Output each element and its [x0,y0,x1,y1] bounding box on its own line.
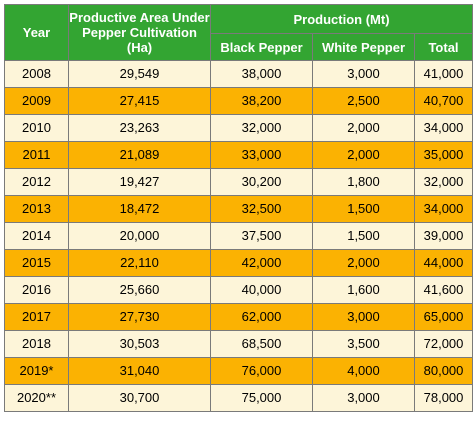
table-row: 2008 29,549 38,000 3,000 41,000 [4,60,474,88]
white-pepper-header: White Pepper [312,33,415,61]
total-header: Total [413,33,474,61]
black-pepper-cell: 37,500 [210,222,313,250]
total-cell: 44,000 [413,249,474,277]
pepper-production-table-container: Year Productive Area Under Pepper Cultiv… [4,4,474,412]
table-row: 2017 27,730 62,000 3,000 65,000 [4,303,474,331]
header-row-bottom: Black Pepper White Pepper Total [5,33,474,61]
table-row: 2016 25,660 40,000 1,600 41,600 [4,276,474,304]
area-header: Productive Area Under Pepper Cultivation… [68,4,211,61]
black-pepper-cell: 62,000 [210,303,313,331]
pepper-production-table: Year Productive Area Under Pepper Cultiv… [4,4,474,412]
year-cell: 2014 [4,222,69,250]
table-row: 2014 20,000 37,500 1,500 39,000 [4,222,474,250]
white-pepper-cell: 2,000 [312,141,415,169]
total-cell: 41,000 [413,60,474,88]
total-cell: 40,700 [413,87,474,115]
area-cell: 18,472 [68,195,211,223]
year-cell: 2015 [4,249,69,277]
area-cell: 30,503 [68,330,211,358]
white-pepper-cell: 1,500 [312,222,415,250]
area-cell: 23,263 [68,114,211,142]
black-pepper-header: Black Pepper [210,33,313,61]
area-cell: 20,000 [68,222,211,250]
white-pepper-cell: 3,500 [312,330,415,358]
white-pepper-cell: 1,800 [312,168,415,196]
table-row: 2010 23,263 32,000 2,000 34,000 [4,114,474,142]
total-cell: 78,000 [413,384,474,412]
year-cell: 2012 [4,168,69,196]
year-cell: 2017 [4,303,69,331]
header-row-top: Year Productive Area Under Pepper Cultiv… [4,4,474,61]
total-cell: 34,000 [413,114,474,142]
total-cell: 32,000 [413,168,474,196]
table-row: 2009 27,415 38,200 2,500 40,700 [4,87,474,115]
black-pepper-cell: 38,000 [210,60,313,88]
production-header: Production (Mt) [209,4,474,34]
table-row: 2015 22,110 42,000 2,000 44,000 [4,249,474,277]
area-cell: 27,730 [68,303,211,331]
table-row: 2012 19,427 30,200 1,800 32,000 [4,168,474,196]
table-row: 2018 30,503 68,500 3,500 72,000 [4,330,474,358]
area-cell: 19,427 [68,168,211,196]
total-cell: 35,000 [413,141,474,169]
white-pepper-cell: 3,000 [312,384,415,412]
area-cell: 22,110 [68,249,211,277]
year-cell: 2008 [4,60,69,88]
table-body: 2008 29,549 38,000 3,000 41,000 2009 27,… [4,60,474,412]
table-row: 2011 21,089 33,000 2,000 35,000 [4,141,474,169]
year-cell: 2009 [4,87,69,115]
black-pepper-cell: 38,200 [210,87,313,115]
year-cell: 2010 [4,114,69,142]
year-cell: 2018 [4,330,69,358]
year-cell: 2016 [4,276,69,304]
area-cell: 30,700 [68,384,211,412]
area-cell: 25,660 [68,276,211,304]
white-pepper-cell: 2,000 [312,114,415,142]
black-pepper-cell: 76,000 [210,357,313,385]
total-cell: 80,000 [413,357,474,385]
area-cell: 29,549 [68,60,211,88]
year-cell: 2011 [4,141,69,169]
black-pepper-cell: 30,200 [210,168,313,196]
year-cell: 2013 [4,195,69,223]
year-cell: 2019* [4,357,69,385]
white-pepper-cell: 2,000 [312,249,415,277]
area-cell: 31,040 [68,357,211,385]
black-pepper-cell: 42,000 [210,249,313,277]
total-cell: 72,000 [413,330,474,358]
area-cell: 21,089 [68,141,211,169]
black-pepper-cell: 40,000 [210,276,313,304]
table-row: 2019* 31,040 76,000 4,000 80,000 [4,357,474,385]
total-cell: 65,000 [413,303,474,331]
white-pepper-cell: 1,500 [312,195,415,223]
total-cell: 39,000 [413,222,474,250]
year-header: Year [4,4,69,61]
white-pepper-cell: 1,600 [312,276,415,304]
white-pepper-cell: 3,000 [312,303,415,331]
total-cell: 41,600 [413,276,474,304]
table-row: 2020** 30,700 75,000 3,000 78,000 [4,384,474,412]
area-cell: 27,415 [68,87,211,115]
black-pepper-cell: 68,500 [210,330,313,358]
black-pepper-cell: 33,000 [210,141,313,169]
year-cell: 2020** [4,384,69,412]
black-pepper-cell: 32,000 [210,114,313,142]
white-pepper-cell: 4,000 [312,357,415,385]
white-pepper-cell: 2,500 [312,87,415,115]
black-pepper-cell: 75,000 [210,384,313,412]
total-cell: 34,000 [413,195,474,223]
black-pepper-cell: 32,500 [210,195,313,223]
table-row: 2013 18,472 32,500 1,500 34,000 [4,195,474,223]
white-pepper-cell: 3,000 [312,60,415,88]
